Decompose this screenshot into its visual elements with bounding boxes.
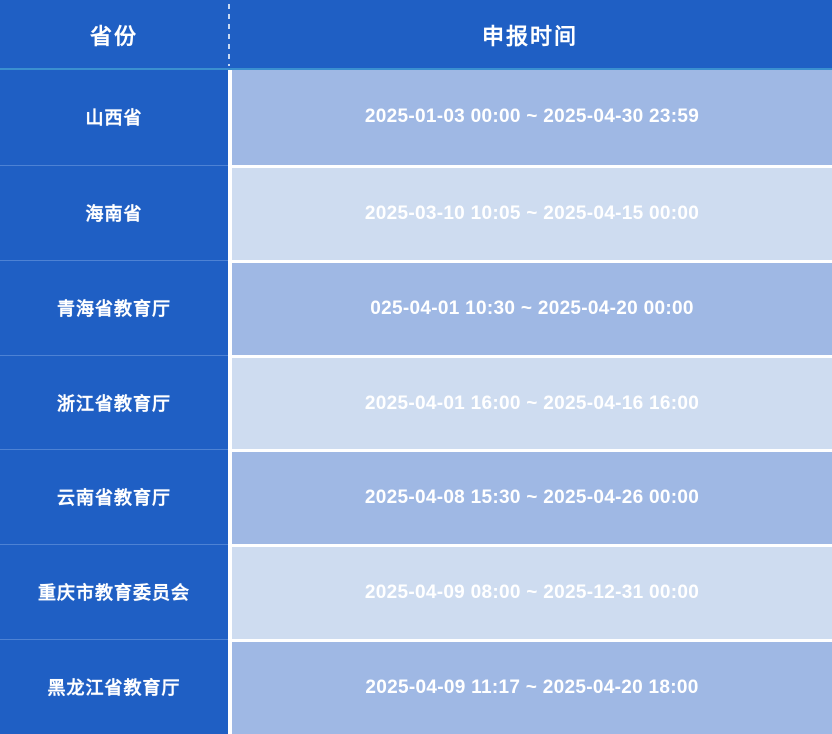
table-row: 黑龙江省教育厅 2025-04-09 11:17 ~ 2025-04-20 18… xyxy=(0,639,832,734)
column-gutter xyxy=(228,639,232,734)
cell-application-time: 2025-04-01 16:00 ~ 2025-04-16 16:00 xyxy=(232,354,832,450)
header-dashed-divider xyxy=(228,4,230,66)
table-row: 海南省 2025-03-10 10:05 ~ 2025-04-15 00:00 xyxy=(0,164,832,260)
table-row: 重庆市教育委员会 2025-04-09 08:00 ~ 2025-12-31 0… xyxy=(0,544,832,640)
table-header-row: 省份 申报时间 xyxy=(0,0,832,70)
table-row: 云南省教育厅 2025-04-08 15:30 ~ 2025-04-26 00:… xyxy=(0,449,832,545)
cell-province: 重庆市教育委员会 xyxy=(0,544,228,640)
table-body: 山西省 2025-01-03 00:00 ~ 2025-04-30 23:59 … xyxy=(0,70,832,734)
cell-province: 黑龙江省教育厅 xyxy=(0,639,228,734)
column-gutter xyxy=(228,544,232,640)
column-gutter xyxy=(228,164,232,260)
cell-province: 浙江省教育厅 xyxy=(0,354,228,450)
cell-application-time: 2025-01-03 00:00 ~ 2025-04-30 23:59 xyxy=(232,70,832,165)
cell-application-time: 2025-04-08 15:30 ~ 2025-04-26 00:00 xyxy=(232,449,832,545)
cell-province: 海南省 xyxy=(0,164,228,260)
table-row: 浙江省教育厅 2025-04-01 16:00 ~ 2025-04-16 16:… xyxy=(0,354,832,450)
table-row: 山西省 2025-01-03 00:00 ~ 2025-04-30 23:59 xyxy=(0,70,832,165)
column-gutter xyxy=(228,259,232,355)
column-gutter xyxy=(228,354,232,450)
cell-application-time: 025-04-01 10:30 ~ 2025-04-20 00:00 xyxy=(232,259,832,355)
cell-application-time: 2025-03-10 10:05 ~ 2025-04-15 00:00 xyxy=(232,164,832,260)
cell-province: 山西省 xyxy=(0,70,228,165)
column-gutter xyxy=(228,70,232,165)
cell-province: 云南省教育厅 xyxy=(0,449,228,545)
cell-application-time: 2025-04-09 11:17 ~ 2025-04-20 18:00 xyxy=(232,639,832,734)
column-gutter xyxy=(228,449,232,545)
column-header-application-time: 申报时间 xyxy=(228,0,832,70)
table-row: 青海省教育厅 025-04-01 10:30 ~ 2025-04-20 00:0… xyxy=(0,259,832,355)
header-underline xyxy=(0,68,832,70)
column-header-province: 省份 xyxy=(0,0,228,70)
cell-province: 青海省教育厅 xyxy=(0,259,228,355)
cell-application-time: 2025-04-09 08:00 ~ 2025-12-31 00:00 xyxy=(232,544,832,640)
